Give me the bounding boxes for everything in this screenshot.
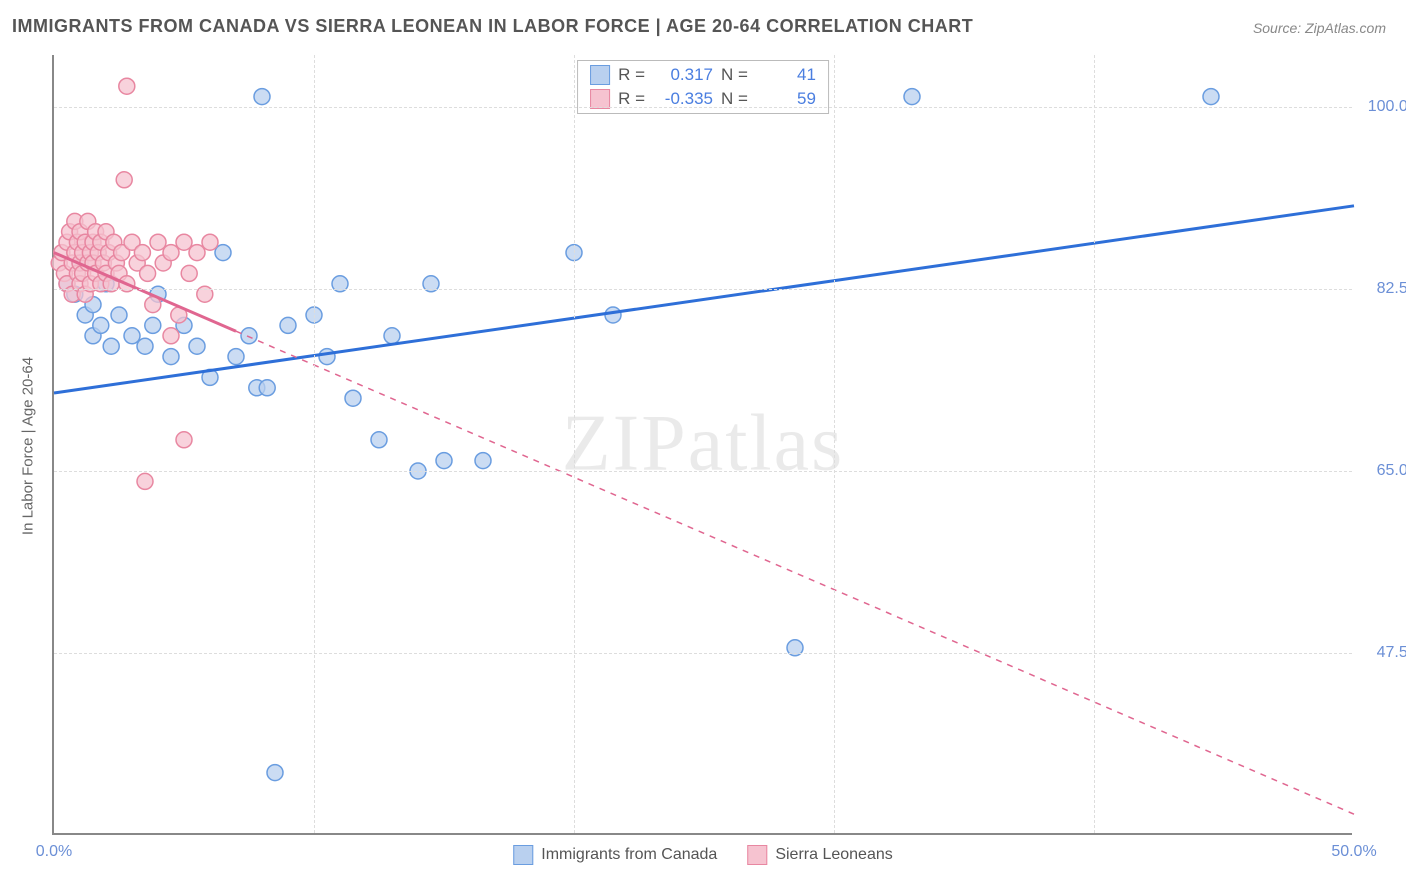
swatch-canada-icon bbox=[590, 65, 610, 85]
legend-row-sierra: R = -0.335 N = 59 bbox=[590, 89, 816, 109]
scatter-point bbox=[475, 453, 491, 469]
scatter-point bbox=[371, 432, 387, 448]
scatter-point bbox=[280, 317, 296, 333]
series-legend: Immigrants from Canada Sierra Leoneans bbox=[513, 845, 892, 865]
scatter-point bbox=[228, 349, 244, 365]
y-axis-label: In Labor Force | Age 20-64 bbox=[20, 357, 37, 535]
r-value-sierra: -0.335 bbox=[653, 89, 713, 109]
y-tick-label: 82.5% bbox=[1377, 280, 1406, 298]
source-label: Source: ZipAtlas.com bbox=[1253, 20, 1386, 36]
scatter-point bbox=[163, 245, 179, 261]
scatter-point bbox=[145, 317, 161, 333]
scatter-point bbox=[189, 338, 205, 354]
x-tick-label: 0.0% bbox=[36, 843, 72, 861]
y-tick-label: 65.0% bbox=[1377, 462, 1406, 480]
scatter-point bbox=[259, 380, 275, 396]
scatter-point bbox=[93, 317, 109, 333]
scatter-point bbox=[904, 89, 920, 105]
chart-title: IMMIGRANTS FROM CANADA VS SIERRA LEONEAN… bbox=[12, 16, 973, 37]
scatter-point bbox=[345, 390, 361, 406]
scatter-point bbox=[140, 265, 156, 281]
swatch-sierra-icon bbox=[747, 845, 767, 865]
swatch-canada-icon bbox=[513, 845, 533, 865]
scatter-point bbox=[436, 453, 452, 469]
legend-label-sierra: Sierra Leoneans bbox=[775, 846, 892, 864]
scatter-point bbox=[319, 349, 335, 365]
scatter-point bbox=[103, 338, 119, 354]
correlation-legend: R = 0.317 N = 41 R = -0.335 N = 59 bbox=[577, 60, 829, 114]
scatter-point bbox=[241, 328, 257, 344]
legend-item-canada: Immigrants from Canada bbox=[513, 845, 717, 865]
plot-area: ZIPatlas R = 0.317 N = 41 R = -0.335 N =… bbox=[52, 55, 1352, 835]
trend-line bbox=[54, 206, 1354, 393]
swatch-sierra-icon bbox=[590, 89, 610, 109]
legend-row-canada: R = 0.317 N = 41 bbox=[590, 65, 816, 85]
scatter-point bbox=[189, 245, 205, 261]
scatter-point bbox=[384, 328, 400, 344]
scatter-point bbox=[181, 265, 197, 281]
scatter-point bbox=[1203, 89, 1219, 105]
scatter-point bbox=[215, 245, 231, 261]
legend-label-canada: Immigrants from Canada bbox=[541, 846, 717, 864]
scatter-point bbox=[605, 307, 621, 323]
scatter-point bbox=[163, 349, 179, 365]
x-tick-label: 50.0% bbox=[1331, 843, 1376, 861]
r-label: R = bbox=[618, 89, 645, 109]
scatter-point bbox=[137, 338, 153, 354]
n-label: N = bbox=[721, 65, 748, 85]
scatter-point bbox=[116, 172, 132, 188]
r-value-canada: 0.317 bbox=[653, 65, 713, 85]
scatter-point bbox=[267, 765, 283, 781]
r-label: R = bbox=[618, 65, 645, 85]
scatter-point bbox=[119, 78, 135, 94]
n-label: N = bbox=[721, 89, 748, 109]
n-value-sierra: 59 bbox=[756, 89, 816, 109]
scatter-point bbox=[176, 234, 192, 250]
n-value-canada: 41 bbox=[756, 65, 816, 85]
trend-line-extrapolated bbox=[236, 331, 1354, 814]
scatter-point bbox=[124, 328, 140, 344]
chart-container: IMMIGRANTS FROM CANADA VS SIERRA LEONEAN… bbox=[0, 0, 1406, 892]
scatter-point bbox=[150, 234, 166, 250]
scatter-point bbox=[111, 307, 127, 323]
scatter-svg bbox=[54, 55, 1352, 833]
scatter-point bbox=[134, 245, 150, 261]
legend-item-sierra: Sierra Leoneans bbox=[747, 845, 892, 865]
scatter-point bbox=[202, 234, 218, 250]
scatter-point bbox=[137, 473, 153, 489]
scatter-point bbox=[176, 432, 192, 448]
scatter-point bbox=[163, 328, 179, 344]
y-tick-label: 100.0% bbox=[1368, 98, 1406, 116]
y-tick-label: 47.5% bbox=[1377, 644, 1406, 662]
scatter-point bbox=[254, 89, 270, 105]
